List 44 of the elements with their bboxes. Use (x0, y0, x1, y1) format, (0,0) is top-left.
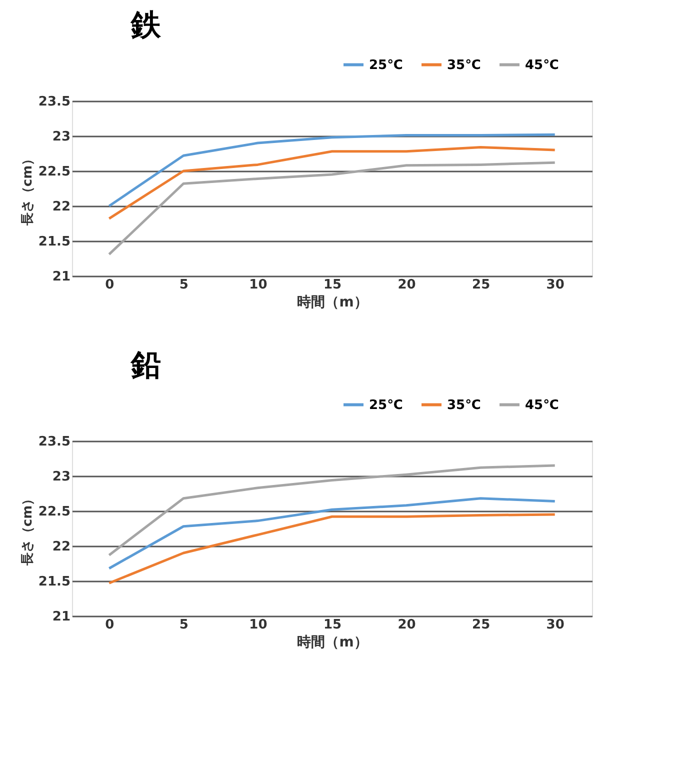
x-tick-label: 10 (249, 618, 268, 632)
y-tick-label: 23.5 (38, 434, 70, 450)
y-axis-title: 長さ（cm） (20, 492, 36, 567)
y-tick-label: 22 (52, 200, 70, 214)
x-tick-label: 0 (105, 278, 114, 292)
x-tick-label: 0 (105, 618, 114, 632)
x-tick-label: 25 (472, 278, 490, 292)
y-axis-title: 長さ（cm） (20, 152, 36, 227)
y-tick-label: 22.5 (38, 164, 70, 180)
line-series (108, 497, 556, 570)
x-tick-label: 25 (472, 618, 490, 632)
x-tick-label: 15 (323, 618, 342, 632)
y-tick-label: 23.5 (38, 94, 70, 110)
x-tick-label: 20 (398, 618, 416, 632)
x-tick-label: 20 (398, 278, 416, 292)
y-tick-label: 23 (52, 470, 70, 484)
line-series (108, 513, 556, 584)
legend-label: 45℃ (525, 58, 559, 73)
x-axis-title: 時間（m） (297, 634, 368, 650)
y-tick-label: 21.5 (38, 574, 70, 590)
x-tick-label: 15 (323, 278, 342, 292)
line-series (108, 146, 556, 220)
y-tick-label: 22.5 (38, 504, 70, 520)
line-series (108, 464, 556, 556)
x-axis-title: 時間（m） (297, 294, 368, 310)
x-tick-label: 30 (546, 618, 564, 632)
x-tick-label: 5 (179, 278, 188, 292)
legend-label: 25℃ (369, 58, 403, 73)
x-tick-label: 10 (249, 278, 268, 292)
line-series (108, 161, 556, 256)
chart-title: 鉛 (130, 348, 161, 383)
y-tick-label: 21.5 (38, 234, 70, 250)
y-tick-label: 21 (52, 270, 70, 284)
x-tick-label: 30 (546, 278, 564, 292)
y-tick-label: 21 (52, 610, 70, 624)
line-series (108, 133, 556, 208)
y-tick-label: 23 (52, 130, 70, 144)
legend-label: 35℃ (447, 58, 481, 73)
chart-title: 鉄 (130, 8, 162, 43)
x-tick-label: 5 (179, 618, 188, 632)
legend-label: 25℃ (369, 398, 403, 413)
legend-label: 35℃ (447, 398, 481, 413)
y-tick-label: 22 (52, 540, 70, 554)
legend-label: 45℃ (525, 398, 559, 413)
